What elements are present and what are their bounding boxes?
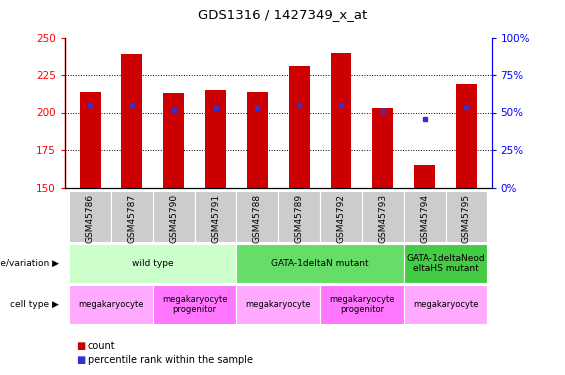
Bar (456, 84, 477, 188)
Bar (320, 285, 404, 324)
Bar (194, 191, 236, 242)
Bar (236, 285, 320, 324)
Text: cell type ▶: cell type ▶ (10, 300, 59, 309)
Bar (69, 191, 111, 242)
Bar (205, 90, 226, 188)
Bar (69, 285, 153, 324)
Bar (331, 53, 351, 188)
Text: megakaryocyte
progenitor: megakaryocyte progenitor (329, 295, 395, 314)
Bar (153, 191, 194, 242)
Text: GATA-1deltaN mutant: GATA-1deltaN mutant (271, 259, 369, 268)
Text: megakaryocyte: megakaryocyte (413, 300, 479, 309)
Bar (414, 165, 435, 188)
Text: GSM45795: GSM45795 (462, 194, 471, 243)
Bar (289, 66, 310, 188)
Text: count: count (88, 341, 115, 351)
Text: ■: ■ (76, 355, 85, 365)
Bar (247, 92, 268, 188)
Text: GSM45792: GSM45792 (337, 194, 345, 243)
Bar (121, 54, 142, 188)
Bar (236, 244, 404, 283)
Bar (362, 191, 404, 242)
Bar (163, 93, 184, 188)
Bar (404, 285, 488, 324)
Bar (111, 191, 153, 242)
Text: genotype/variation ▶: genotype/variation ▶ (0, 259, 59, 268)
Bar (69, 244, 236, 283)
Bar (320, 191, 362, 242)
Text: percentile rank within the sample: percentile rank within the sample (88, 355, 253, 365)
Text: GSM45791: GSM45791 (211, 194, 220, 243)
Text: GSM45790: GSM45790 (169, 194, 178, 243)
Text: GSM45786: GSM45786 (85, 194, 94, 243)
Bar (446, 191, 488, 242)
Bar (404, 244, 488, 283)
Bar (236, 191, 279, 242)
Text: GSM45793: GSM45793 (379, 194, 388, 243)
Text: megakaryocyte: megakaryocyte (246, 300, 311, 309)
Bar (80, 92, 101, 188)
Text: GSM45789: GSM45789 (295, 194, 303, 243)
Text: megakaryocyte
progenitor: megakaryocyte progenitor (162, 295, 227, 314)
Text: ■: ■ (76, 341, 85, 351)
Bar (372, 108, 393, 188)
Text: GSM45788: GSM45788 (253, 194, 262, 243)
Text: wild type: wild type (132, 259, 173, 268)
Bar (404, 191, 446, 242)
Text: megakaryocyte: megakaryocyte (78, 300, 144, 309)
Text: GSM45794: GSM45794 (420, 194, 429, 243)
Text: GATA-1deltaNeod
eltaHS mutant: GATA-1deltaNeod eltaHS mutant (406, 254, 485, 273)
Text: GDS1316 / 1427349_x_at: GDS1316 / 1427349_x_at (198, 8, 367, 21)
Text: GSM45787: GSM45787 (127, 194, 136, 243)
Bar (279, 191, 320, 242)
Bar (153, 285, 236, 324)
